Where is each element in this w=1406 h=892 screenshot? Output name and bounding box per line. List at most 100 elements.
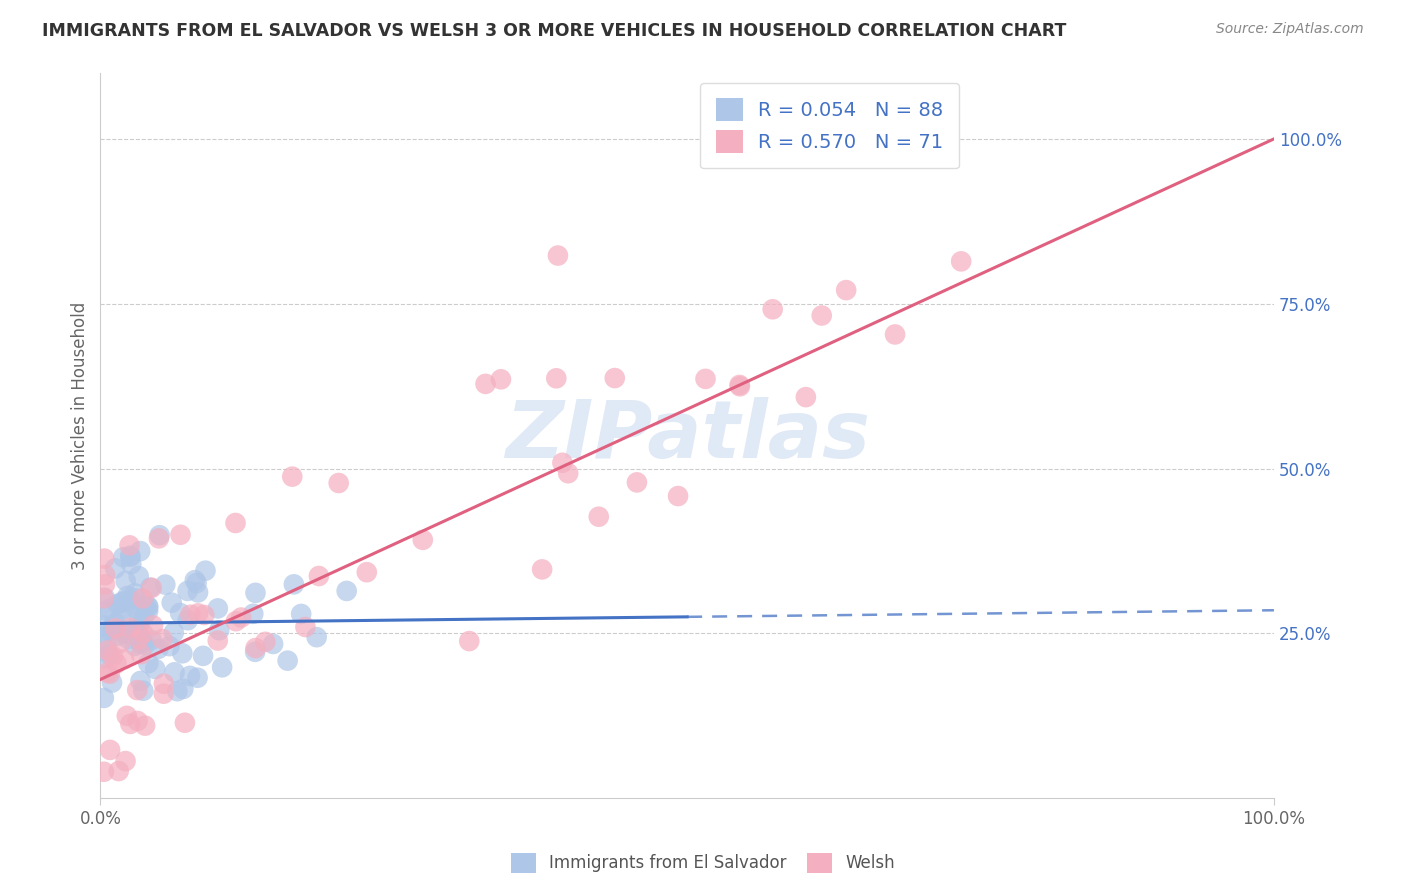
Point (127, 623, 149, 637)
Point (245, 586, 267, 600)
Point (132, 683, 155, 698)
Point (112, 626, 135, 640)
Point (794, 390, 817, 404)
Point (129, 647, 152, 661)
Point (194, 564, 217, 578)
Point (191, 648, 214, 663)
Point (136, 600, 159, 615)
Legend: R = 0.054   N = 88, R = 0.570   N = 71: R = 0.054 N = 88, R = 0.570 N = 71 (700, 83, 959, 169)
Point (112, 652, 135, 666)
Point (91, 618, 114, 632)
Point (129, 673, 152, 688)
Point (96, 636, 118, 650)
Point (120, 557, 142, 571)
Point (107, 764, 129, 778)
Point (104, 616, 127, 631)
Point (117, 632, 139, 646)
Point (305, 630, 328, 644)
Point (277, 654, 299, 668)
Point (762, 302, 785, 317)
Point (153, 676, 176, 690)
Point (950, 254, 973, 268)
Point (148, 641, 170, 656)
Point (262, 637, 284, 651)
Point (186, 576, 208, 591)
Point (174, 715, 197, 730)
Point (111, 595, 134, 609)
Point (94, 577, 117, 591)
Point (283, 577, 305, 591)
Point (728, 379, 751, 393)
Point (124, 591, 146, 605)
Point (208, 624, 231, 638)
Point (177, 613, 200, 627)
Point (128, 632, 150, 647)
Point (294, 620, 316, 634)
Point (98, 666, 121, 681)
Point (141, 632, 163, 647)
Point (128, 569, 150, 583)
Point (128, 615, 150, 629)
Point (149, 528, 172, 542)
Point (225, 516, 247, 530)
Point (129, 544, 152, 558)
Point (547, 248, 569, 262)
Y-axis label: 3 or more Vehicles in Household: 3 or more Vehicles in Household (72, 301, 89, 570)
Point (124, 639, 146, 653)
Point (139, 581, 162, 595)
Point (132, 591, 155, 606)
Point (115, 709, 138, 723)
Point (114, 754, 136, 768)
Point (136, 656, 159, 670)
Point (143, 662, 166, 676)
Point (810, 309, 832, 323)
Point (104, 621, 127, 635)
Point (125, 597, 148, 611)
Point (105, 629, 128, 643)
Point (136, 604, 159, 618)
Point (245, 641, 267, 656)
Point (254, 635, 277, 649)
Point (93, 591, 115, 606)
Point (94, 591, 117, 605)
Point (124, 586, 146, 600)
Point (98, 743, 121, 757)
Point (110, 608, 132, 623)
Point (328, 475, 350, 490)
Point (176, 583, 198, 598)
Point (489, 372, 512, 386)
Point (172, 646, 194, 660)
Point (163, 625, 186, 640)
Point (112, 601, 135, 615)
Point (243, 645, 266, 659)
Point (356, 565, 378, 579)
Point (308, 569, 330, 583)
Point (187, 671, 209, 685)
Point (458, 634, 481, 648)
Point (94, 651, 117, 665)
Point (129, 630, 152, 644)
Point (557, 467, 579, 481)
Point (163, 665, 186, 680)
Point (134, 599, 156, 614)
Text: IMMIGRANTS FROM EL SALVADOR VS WELSH 3 OR MORE VEHICLES IN HOUSEHOLD CORRELATION: IMMIGRANTS FROM EL SALVADOR VS WELSH 3 O… (42, 22, 1067, 40)
Point (104, 561, 127, 575)
Point (150, 632, 173, 646)
Point (884, 327, 907, 342)
Point (93, 764, 115, 779)
Point (118, 626, 141, 640)
Point (225, 614, 247, 628)
Point (281, 469, 304, 483)
Point (134, 638, 156, 652)
Point (211, 660, 233, 674)
Point (242, 607, 264, 621)
Point (666, 489, 689, 503)
Point (94, 604, 117, 618)
Point (169, 528, 191, 542)
Point (134, 719, 156, 733)
Point (626, 475, 648, 490)
Legend: Immigrants from El Salvador, Welsh: Immigrants from El Salvador, Welsh (505, 847, 901, 880)
Point (103, 619, 125, 633)
Text: ZIPatlas: ZIPatlas (505, 397, 870, 475)
Point (551, 456, 574, 470)
